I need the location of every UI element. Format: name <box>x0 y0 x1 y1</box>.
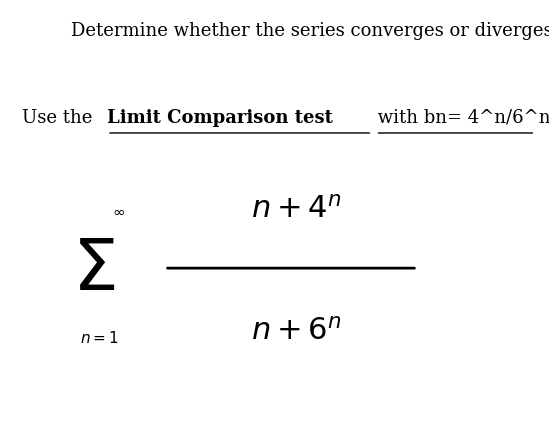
Text: $\Sigma$: $\Sigma$ <box>72 236 115 305</box>
Text: $n=1$: $n=1$ <box>80 330 118 346</box>
Text: $n + 6^n$: $n + 6^n$ <box>251 317 341 346</box>
Text: Limit Comparison test: Limit Comparison test <box>107 109 333 127</box>
Text: with bn= 4^n/6^n: with bn= 4^n/6^n <box>372 109 549 127</box>
Text: Use the: Use the <box>22 109 98 127</box>
Text: Determine whether the series converges or diverges.: Determine whether the series converges o… <box>71 22 549 40</box>
Text: $\infty$: $\infty$ <box>111 204 125 219</box>
Text: $n + 4^n$: $n + 4^n$ <box>251 195 341 224</box>
